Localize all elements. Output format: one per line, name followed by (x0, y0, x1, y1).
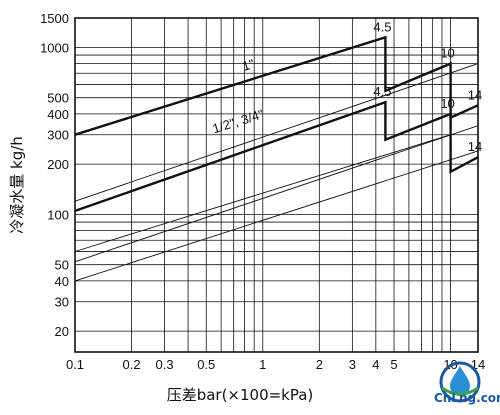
series-line-4 (74, 125, 479, 263)
droplet-logo-icon (439, 361, 481, 403)
series-line-0 (74, 35, 479, 136)
y-tick-label: 100 (47, 207, 69, 222)
y-tick-label: 400 (47, 107, 69, 122)
plot-border (74, 17, 479, 353)
logo-text: CnLng.com (434, 391, 500, 405)
x-tick-label: 1 (259, 357, 266, 372)
x-tick-label: 4 (372, 357, 379, 372)
y-tick-label: 1000 (40, 40, 69, 55)
x-tick-label: 0.1 (66, 357, 84, 372)
series-end-label: 14 (468, 139, 482, 154)
series-end-label: 14 (468, 87, 482, 102)
y-tick-label: 1500 (40, 11, 69, 26)
series-line-5 (74, 150, 479, 282)
y-tick-label: 300 (47, 128, 69, 143)
x-tick-labels: 0.1 0.2 0.3 0.5 1 2 3 4 5 10 14 (66, 357, 485, 372)
x-tick-label: 3 (349, 357, 356, 372)
y-tick-label: 20 (55, 324, 69, 339)
series-layer (74, 35, 479, 282)
plot-frame (74, 17, 479, 353)
y-axis-title: 冷凝水量 kg/h (8, 136, 26, 234)
series-end-label: 4.5 (373, 84, 391, 99)
series-line-1 (74, 100, 479, 213)
grid (74, 18, 479, 352)
series-line-2 (74, 63, 479, 202)
y-tick-label: 200 (47, 157, 69, 172)
series-end-label: 10 (440, 96, 454, 111)
series-end-label: 10 (440, 46, 454, 61)
curve-name-label: 1" (240, 56, 256, 74)
x-tick-label: 0.3 (156, 357, 174, 372)
y-tick-label: 50 (55, 258, 69, 273)
series-line-3 (74, 134, 451, 252)
x-axis-title: 压差bar(×100=kPa) (167, 386, 314, 404)
y-tick-label: 30 (55, 295, 69, 310)
curve-name-label: 1/2", 3/4" (211, 106, 266, 136)
series-end-label: 4.5 (373, 19, 391, 34)
y-tick-label: 500 (47, 91, 69, 106)
x-tick-label: 2 (316, 357, 323, 372)
y-tick-label: 40 (55, 274, 69, 289)
curve-labels: 4.5 10 14 4.5 10 14 1" 1/2", 3/4" (211, 19, 483, 154)
x-tick-label: 0.5 (197, 357, 215, 372)
x-tick-label: 5 (390, 357, 397, 372)
x-tick-label: 0.2 (122, 357, 140, 372)
